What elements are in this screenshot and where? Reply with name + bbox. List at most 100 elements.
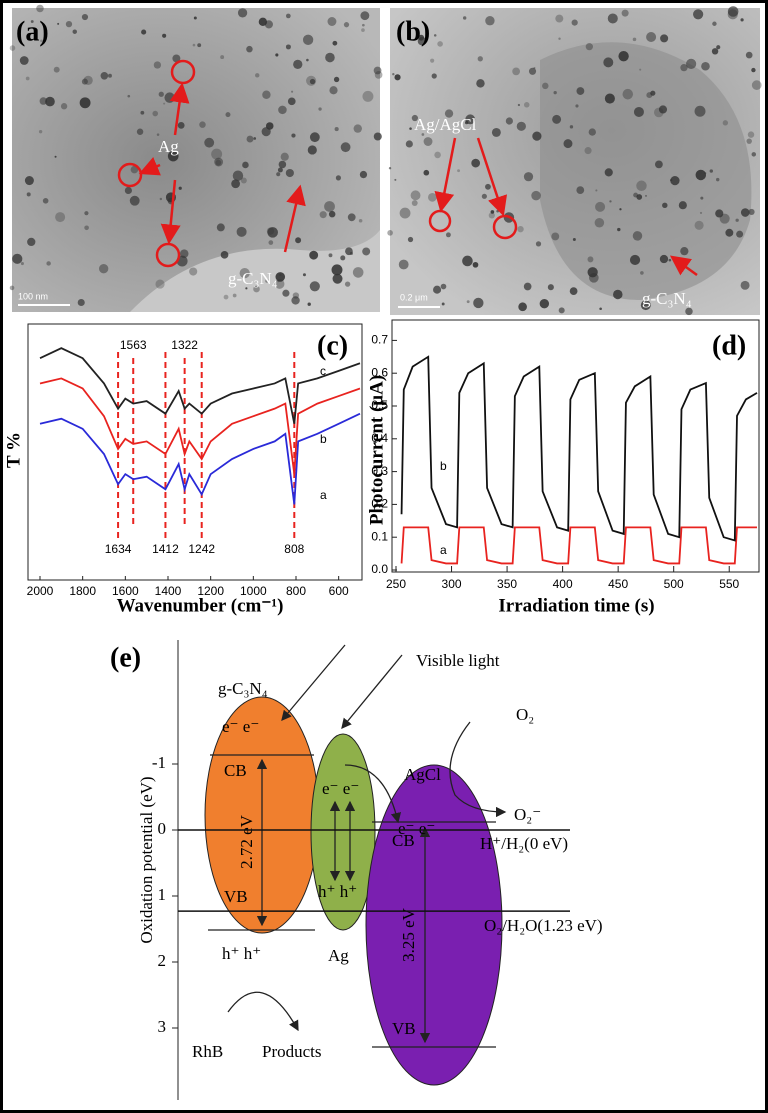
particle: [373, 132, 382, 141]
particle: [373, 66, 382, 75]
particle: [309, 78, 316, 85]
particle: [719, 213, 730, 224]
x-axis-label: Wavenumber (cm⁻¹): [117, 595, 284, 616]
particle: [285, 168, 294, 178]
particle: [512, 67, 520, 76]
x-tick-label: 800: [286, 584, 306, 598]
marker-label: 808: [284, 542, 304, 556]
particle: [309, 250, 319, 260]
particle: [253, 137, 257, 140]
particle: [660, 34, 669, 43]
particle: [659, 254, 669, 264]
particle: [485, 16, 495, 26]
particle: [662, 202, 668, 209]
particle: [245, 287, 248, 290]
particle: [335, 175, 341, 181]
y-axis-label: Photocurrent (μA): [366, 375, 387, 525]
particle: [45, 96, 55, 107]
y-tick-label: 0.4: [371, 431, 388, 445]
particle: [265, 279, 269, 283]
particle: [340, 255, 346, 261]
particle: [621, 9, 629, 17]
particle: [242, 161, 249, 169]
tem-images: [9, 4, 762, 316]
label: O₂: [516, 705, 534, 724]
particle: [285, 44, 291, 50]
particle: [42, 197, 49, 204]
particle: [517, 103, 521, 107]
x-tick-label: 1000: [240, 584, 267, 598]
particle: [440, 283, 447, 290]
particle: [686, 58, 697, 69]
particle: [159, 197, 163, 201]
x-tick-label: 500: [664, 577, 684, 591]
particle: [25, 76, 30, 81]
particle: [307, 145, 317, 155]
x-tick-label: 1600: [112, 584, 139, 598]
particle: [100, 72, 109, 80]
particle: [278, 105, 287, 115]
particle: [576, 87, 585, 95]
series-label: a: [320, 488, 327, 502]
particle: [477, 56, 483, 62]
particle: [340, 142, 351, 153]
particle: [523, 102, 530, 108]
label: g-C₃N₄: [218, 679, 268, 698]
particle: [172, 54, 181, 63]
particle: [268, 240, 274, 245]
particle: [287, 97, 296, 106]
particle: [285, 13, 291, 19]
particle: [302, 34, 314, 45]
particle: [528, 67, 537, 75]
particle: [275, 272, 286, 282]
particle: [36, 4, 44, 13]
particle: [306, 75, 317, 86]
series-label: b: [440, 459, 447, 473]
annotations-a: [117, 59, 698, 277]
particle: [466, 300, 470, 304]
particle: [39, 97, 48, 105]
particle: [124, 186, 132, 195]
series-line: [39, 377, 361, 475]
particle: [746, 138, 752, 144]
particle: [291, 90, 294, 93]
particle: [267, 227, 278, 238]
label: 3.25 eV: [399, 907, 418, 962]
particle: [232, 293, 237, 298]
particle: [685, 307, 693, 316]
particle: [678, 201, 687, 210]
ag-band: [310, 733, 376, 931]
particle: [531, 190, 541, 201]
particle: [152, 110, 159, 117]
particle: [12, 253, 23, 264]
label: e⁻ e⁻: [322, 779, 359, 798]
label: Ag: [328, 946, 349, 965]
particle: [599, 307, 602, 311]
particle: [344, 281, 351, 287]
particle: [362, 90, 374, 102]
particle: [694, 220, 704, 230]
particle: [725, 228, 734, 237]
plot-frame: [391, 319, 760, 573]
annotation: g-C₃N₄: [228, 269, 278, 288]
particle: [327, 17, 337, 26]
particle: [27, 237, 36, 247]
particle: [410, 190, 421, 201]
band-lines: [208, 644, 507, 1048]
particle: [164, 92, 175, 103]
particle: [9, 45, 16, 51]
particle: [153, 61, 162, 69]
panel-label: (d): [712, 330, 746, 361]
particle: [240, 177, 247, 184]
particle: [26, 192, 31, 197]
x-tick-label: 300: [442, 577, 462, 591]
particle: [409, 127, 412, 130]
particle: [473, 297, 484, 309]
series-label: c: [320, 364, 326, 378]
particle: [46, 261, 51, 266]
particle: [607, 13, 618, 24]
particle: [491, 127, 501, 137]
particle: [585, 43, 593, 51]
particle: [140, 110, 145, 115]
particle: [465, 114, 476, 125]
